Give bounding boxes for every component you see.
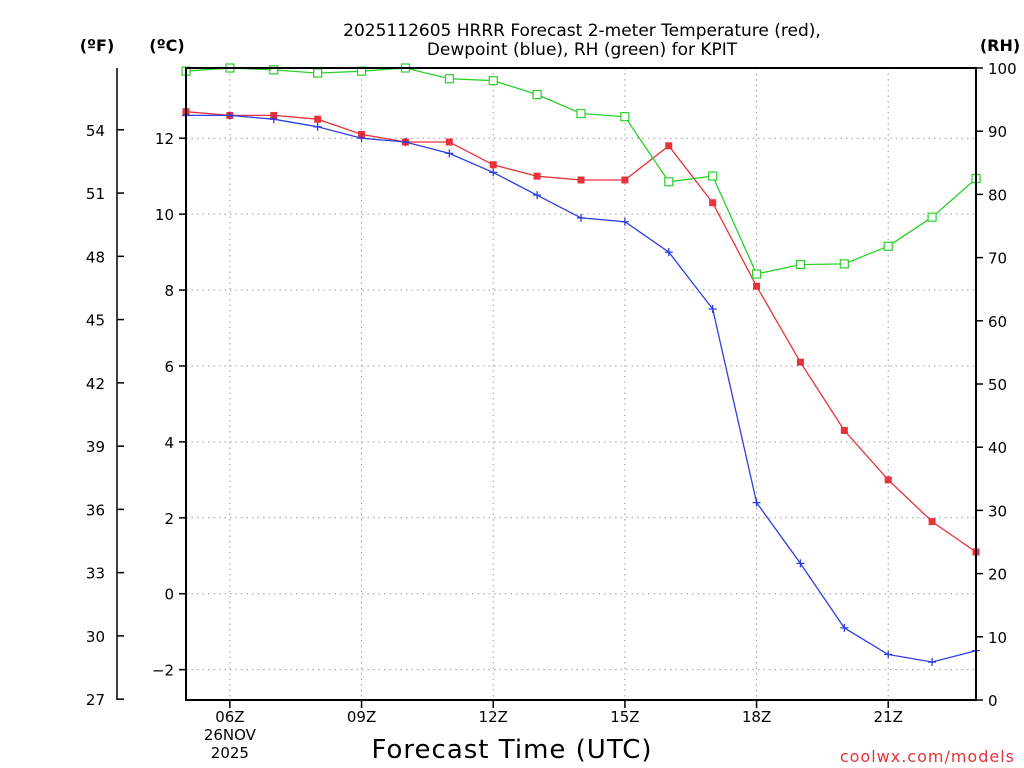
dewpoint-point (708, 305, 717, 314)
fahrenheit-tick-label: 45 (86, 312, 105, 330)
celsius-tick-label: 6 (164, 358, 174, 376)
dewpoint-point (620, 217, 629, 226)
relative-humidity-point (664, 177, 674, 187)
temperature-point (709, 199, 717, 207)
fahrenheit-tick-label: 48 (86, 248, 105, 266)
dewpoint-point (884, 650, 893, 659)
temperature-point (533, 172, 541, 180)
dewpoint-point (445, 149, 454, 158)
dewpoint-point (664, 248, 673, 257)
source-credit: coolwx.com/models (840, 747, 1015, 766)
temperature-point (314, 115, 322, 123)
dewpoint-point (928, 658, 937, 667)
celsius-tick-label: 4 (164, 434, 174, 452)
year-label: 2025 (211, 744, 249, 762)
celsius-tick-label: 0 (164, 586, 174, 604)
rh-tick-label: 100 (988, 60, 1017, 78)
temperature-point (665, 142, 673, 150)
dewpoint-point (357, 134, 366, 143)
dewpoint-point (489, 168, 498, 177)
relative-humidity-point (751, 269, 762, 279)
relative-humidity-point (488, 76, 498, 86)
rh-tick-label: 30 (988, 502, 1007, 520)
chart-title-line-2: Dewpoint (blue), RH (green) for KPIT (427, 40, 738, 60)
chart-title-line-1: 2025112605 HRRR Forecast 2-meter Tempera… (343, 21, 821, 41)
time-tick-label: 18Z (742, 708, 771, 726)
rh-tick-label: 80 (988, 186, 1007, 204)
temperature-point (445, 138, 453, 146)
temperature-point (489, 161, 497, 169)
rh-tick-label: 0 (988, 692, 998, 710)
dewpoint-point (752, 498, 761, 507)
temperature-point (840, 426, 848, 434)
rh-tick-label: 70 (988, 250, 1007, 268)
relative-humidity-point (269, 65, 279, 75)
time-tick-label: 12Z (479, 708, 508, 726)
celsius-tick-label: 2 (164, 510, 174, 528)
series-layer (181, 63, 981, 667)
rh-tick-label: 20 (988, 566, 1007, 584)
fahrenheit-tick-label: 51 (86, 185, 105, 203)
dewpoint-point (313, 122, 322, 131)
temperature-point (621, 176, 629, 184)
temperature-point (577, 176, 585, 184)
axes-layer (116, 67, 977, 701)
fahrenheit-tick-label: 30 (86, 628, 105, 646)
fahrenheit-tick-label: 36 (86, 501, 105, 519)
gridlines (186, 68, 976, 700)
dewpoint-point (401, 138, 410, 147)
relative-humidity-point (444, 74, 454, 84)
rh-tick-label: 60 (988, 313, 1007, 331)
celsius-tick-label: 10 (155, 206, 174, 224)
time-tick-label: 09Z (347, 708, 376, 726)
time-tick-label: 15Z (610, 708, 639, 726)
relative-humidity-point (708, 171, 718, 181)
date-label: 26NOV (204, 726, 257, 744)
rh-tick-label: 90 (988, 123, 1007, 141)
temperature-point (796, 358, 804, 366)
temperature-point (753, 282, 761, 290)
relative-humidity-line (185, 67, 977, 275)
relative-humidity-point (620, 112, 630, 122)
fahrenheit-tick-label: 27 (86, 691, 105, 709)
celsius-unit-label: (ºC) (149, 36, 184, 55)
tick-layer: 121086420−254514845423936333027100908070… (86, 60, 1017, 762)
celsius-tick-label: 12 (155, 130, 174, 148)
relative-humidity-point (883, 241, 893, 251)
rh-tick-label: 40 (988, 439, 1007, 457)
dewpoint-point (533, 191, 542, 200)
plot-frame (185, 67, 977, 701)
dewpoint-line (186, 114, 977, 663)
celsius-tick-label: −2 (152, 662, 174, 680)
dewpoint-point (796, 559, 805, 568)
dewpoint-point (269, 115, 278, 124)
rh-tick-label: 50 (988, 376, 1007, 394)
relative-humidity-point (795, 259, 806, 270)
x-axis-label: Forecast Time (UTC) (371, 735, 652, 765)
temperature-point (884, 476, 892, 484)
relative-humidity-point (532, 89, 542, 100)
time-tick-label: 06Z (215, 708, 244, 726)
rh-tick-label: 10 (988, 629, 1007, 647)
dewpoint-point (577, 213, 585, 222)
time-tick-label: 21Z (874, 708, 903, 726)
relative-humidity-point (313, 68, 323, 78)
temperature-point (928, 518, 936, 526)
dewpoint-point (225, 111, 234, 120)
relative-humidity-point (927, 212, 937, 222)
celsius-tick-label: 8 (164, 282, 174, 300)
fahrenheit-tick-label: 54 (86, 122, 105, 140)
dewpoint-point (840, 623, 849, 632)
fahrenheit-tick-label: 33 (86, 565, 105, 583)
fahrenheit-tick-label: 39 (86, 438, 105, 456)
fahrenheit-tick-label: 42 (86, 375, 105, 393)
relative-humidity-point (576, 108, 586, 119)
fahrenheit-unit-label: (ºF) (80, 36, 115, 55)
rh-unit-label: (RH) (980, 36, 1020, 55)
relative-humidity-point (839, 259, 849, 269)
